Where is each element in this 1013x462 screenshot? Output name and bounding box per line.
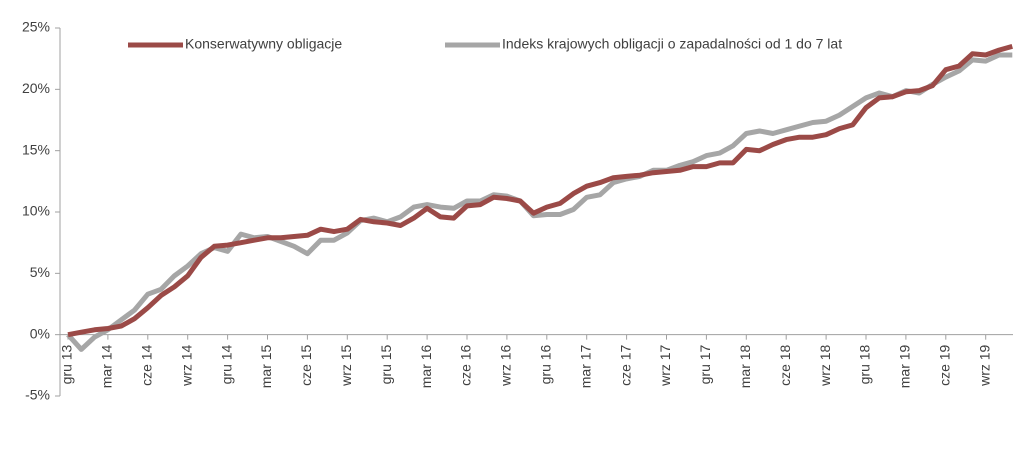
y-tick-label: 0% <box>30 325 50 341</box>
x-tick-label: gru 14 <box>218 344 234 384</box>
x-tick-label: wrz 16 <box>498 344 514 386</box>
x-tick-label: gru 13 <box>59 344 75 384</box>
x-tick-label: gru 16 <box>538 344 554 384</box>
series-line <box>66 52 1013 352</box>
x-tick-label: mar 18 <box>737 344 753 388</box>
legend-label: Konserwatywny obligacje <box>185 36 342 52</box>
legend-label: Indeks krajowych obligacji o zapadalnośc… <box>502 36 842 52</box>
y-tick-label: 5% <box>30 264 50 280</box>
y-tick-label: 25% <box>22 19 50 35</box>
x-tick-label: gru 18 <box>857 344 873 384</box>
x-tick-label: gru 17 <box>697 344 713 384</box>
x-tick-label: gru 15 <box>378 344 394 384</box>
x-tick-label: mar 15 <box>258 344 274 388</box>
y-tick-label: 20% <box>22 80 50 96</box>
x-tick-label: mar 16 <box>418 344 434 388</box>
series-line <box>67 43 1013 338</box>
y-tick-label: 15% <box>22 141 50 157</box>
x-tick-label: wrz 15 <box>338 344 354 386</box>
x-tick-label: cze 15 <box>298 344 314 385</box>
x-tick-label: cze 18 <box>777 344 793 385</box>
x-tick-label: mar 14 <box>99 344 115 388</box>
y-tick-label: -5% <box>25 387 50 403</box>
x-tick-label: cze 16 <box>458 344 474 385</box>
x-tick-label: wrz 18 <box>817 344 833 386</box>
x-tick-label: cze 17 <box>617 344 633 385</box>
x-tick-label: mar 19 <box>897 344 913 388</box>
x-tick-label: cze 14 <box>139 344 155 385</box>
y-tick-label: 10% <box>22 203 50 219</box>
x-tick-label: cze 19 <box>937 344 953 385</box>
x-tick-label: wrz 19 <box>976 344 992 386</box>
x-tick-label: mar 17 <box>577 344 593 388</box>
x-tick-label: wrz 14 <box>178 344 194 386</box>
x-tick-label: wrz 17 <box>657 344 673 386</box>
